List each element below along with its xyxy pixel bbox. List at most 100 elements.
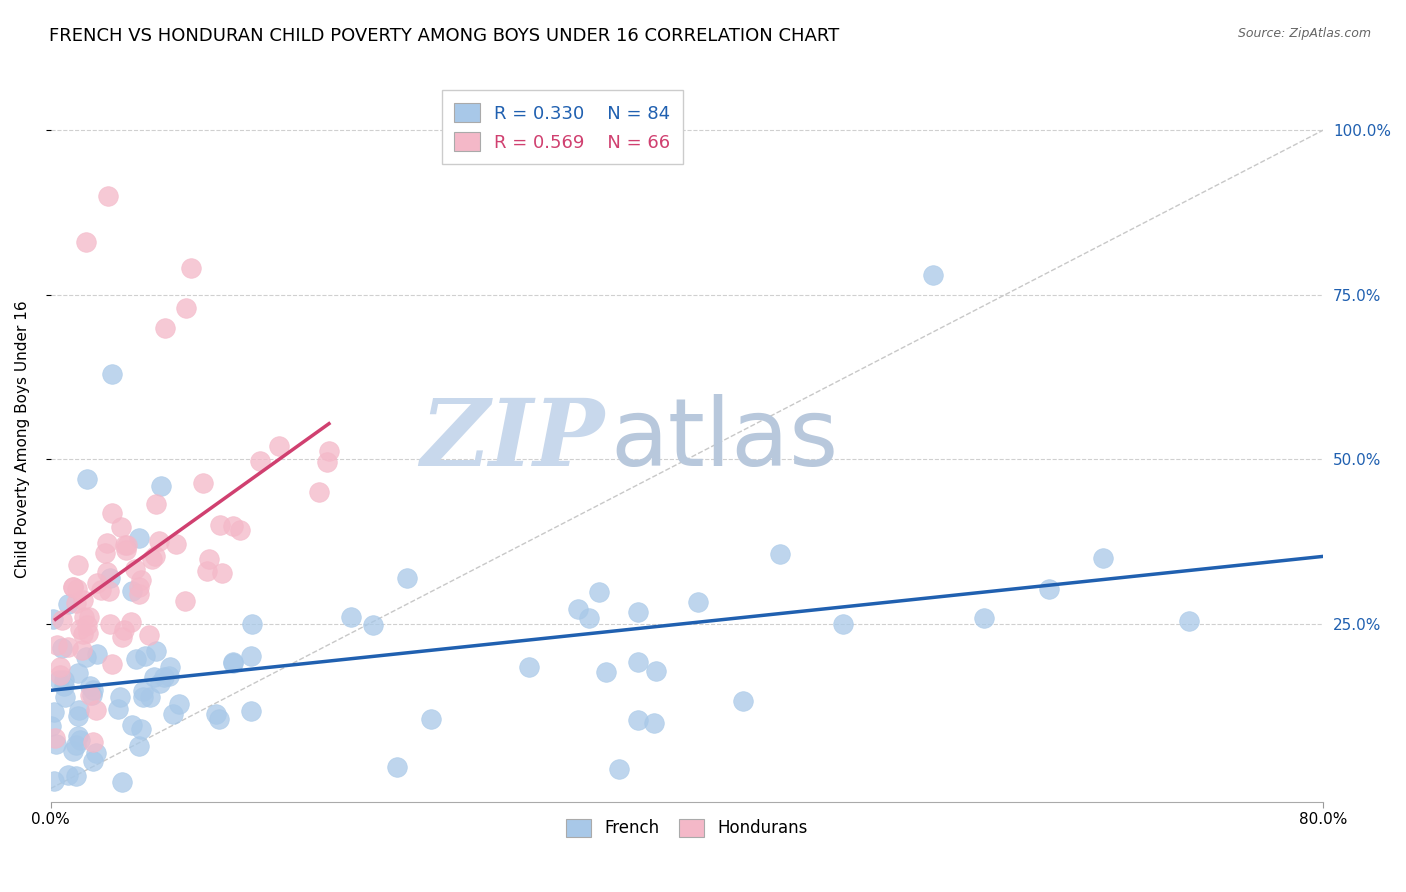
Point — [831, 616, 853, 631]
Point — [42, 612, 65, 626]
Point — [157, 669, 180, 683]
Point — [645, 664, 668, 678]
Point — [318, 444, 340, 458]
Point — [42, 773, 65, 788]
Point — [67, 666, 90, 681]
Point — [149, 478, 172, 492]
Point — [180, 261, 202, 276]
Point — [51, 640, 73, 655]
Point — [107, 702, 129, 716]
Point — [419, 712, 441, 726]
Point — [128, 587, 150, 601]
Point — [69, 733, 91, 747]
Point — [110, 520, 132, 534]
Point — [101, 506, 124, 520]
Point — [86, 575, 108, 590]
Point — [112, 623, 135, 637]
Point — [82, 683, 104, 698]
Point — [387, 760, 409, 774]
Point — [128, 580, 150, 594]
Point — [75, 235, 97, 249]
Point — [53, 690, 76, 704]
Point — [76, 472, 98, 486]
Point — [249, 454, 271, 468]
Point — [627, 713, 650, 727]
Point — [45, 737, 67, 751]
Point — [56, 597, 79, 611]
Point — [94, 546, 117, 560]
Point — [58, 768, 80, 782]
Point — [56, 640, 79, 654]
Point — [222, 655, 245, 669]
Point — [82, 754, 104, 768]
Point — [921, 268, 943, 282]
Point — [75, 649, 97, 664]
Point — [82, 735, 104, 749]
Point — [222, 657, 245, 671]
Point — [1178, 614, 1201, 628]
Point — [65, 739, 87, 753]
Point — [115, 538, 138, 552]
Point — [132, 690, 155, 705]
Point — [125, 652, 148, 666]
Point — [101, 657, 124, 671]
Point — [159, 660, 181, 674]
Point — [141, 552, 163, 566]
Point — [121, 718, 143, 732]
Point — [1038, 582, 1060, 597]
Point — [153, 670, 176, 684]
Legend: French, Hondurans: French, Hondurans — [560, 812, 815, 844]
Point — [731, 694, 754, 708]
Point — [627, 605, 650, 619]
Point — [222, 519, 245, 533]
Point — [239, 649, 262, 664]
Point — [131, 684, 153, 698]
Point — [110, 774, 132, 789]
Point — [340, 609, 363, 624]
Point — [46, 638, 69, 652]
Point — [165, 537, 187, 551]
Point — [205, 706, 228, 721]
Point — [567, 601, 589, 615]
Point — [517, 660, 540, 674]
Point — [62, 744, 84, 758]
Point — [96, 535, 118, 549]
Point — [101, 367, 124, 381]
Point — [176, 301, 198, 315]
Point — [131, 573, 153, 587]
Point — [77, 610, 100, 624]
Point — [128, 739, 150, 754]
Point — [148, 533, 170, 548]
Point — [361, 617, 384, 632]
Point — [48, 673, 70, 687]
Point — [229, 524, 252, 538]
Point — [167, 697, 190, 711]
Point — [239, 704, 262, 718]
Point — [149, 676, 172, 690]
Point — [84, 746, 107, 760]
Point — [49, 660, 72, 674]
Point — [98, 616, 121, 631]
Point — [688, 595, 710, 609]
Point — [73, 609, 96, 624]
Point — [174, 594, 197, 608]
Point — [208, 712, 231, 726]
Text: ZIP: ZIP — [420, 394, 605, 484]
Point — [72, 593, 94, 607]
Point — [52, 673, 75, 687]
Text: FRENCH VS HONDURAN CHILD POVERTY AMONG BOYS UNDER 16 CORRELATION CHART: FRENCH VS HONDURAN CHILD POVERTY AMONG B… — [49, 27, 839, 45]
Point — [66, 582, 89, 596]
Y-axis label: Child Poverty Among Boys Under 16: Child Poverty Among Boys Under 16 — [15, 301, 30, 578]
Point — [145, 643, 167, 657]
Point — [53, 679, 76, 693]
Point — [768, 547, 790, 561]
Point — [86, 647, 108, 661]
Point — [79, 688, 101, 702]
Point — [198, 552, 221, 566]
Point — [121, 583, 143, 598]
Point — [626, 655, 648, 669]
Point — [62, 580, 84, 594]
Point — [114, 543, 136, 558]
Point — [98, 571, 121, 585]
Point — [308, 485, 330, 500]
